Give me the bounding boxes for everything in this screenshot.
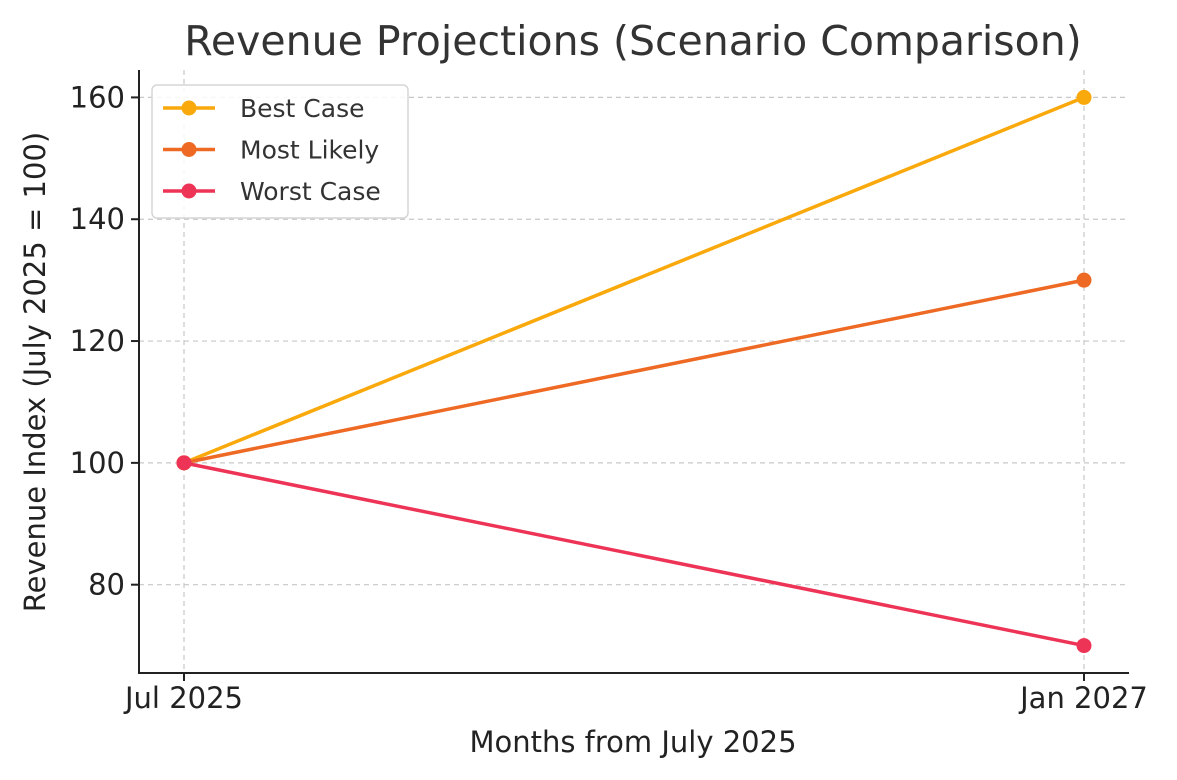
legend-swatch-marker xyxy=(181,142,197,157)
series-line-best-case xyxy=(182,95,1086,465)
axes xyxy=(138,70,1129,674)
legend: Best Case Most Likely Worst Case xyxy=(151,84,409,219)
legend-label: Best Case xyxy=(240,94,365,123)
y-tick-label: 120 xyxy=(70,324,125,358)
legend-swatch-marker xyxy=(181,183,197,199)
x-tick-label: Jul 2025 xyxy=(123,681,243,715)
y-tick-label: 160 xyxy=(70,80,125,114)
data-point-most-likely xyxy=(1076,272,1092,288)
series-most-likely xyxy=(176,272,1092,471)
legend-label: Worst Case xyxy=(240,177,381,206)
y-axis-label: Revenue Index (July 2025 = 100) xyxy=(18,132,52,612)
x-tick-label: Jan 2027 xyxy=(1018,681,1148,715)
legend-item-most-likely: Most Likely xyxy=(163,136,379,165)
x-axis-label: Months from July 2025 xyxy=(469,725,796,759)
chart-title: Revenue Projections (Scenario Comparison… xyxy=(184,17,1081,65)
series-layer xyxy=(176,89,1092,654)
legend-box xyxy=(151,84,409,219)
legend-swatch-marker xyxy=(181,100,197,116)
legend-label: Most Likely xyxy=(240,136,379,165)
ticks: 80 100 120 140 160 Jul 2025 Jan 2027 xyxy=(70,80,1148,715)
y-tick-label: 100 xyxy=(70,446,125,480)
data-point-best-case xyxy=(1076,89,1092,105)
series-line-most-likely xyxy=(182,278,1086,465)
series-line-worst-case xyxy=(182,461,1086,648)
legend-item-best-case: Best Case xyxy=(163,94,365,123)
grid xyxy=(139,70,1129,673)
series-worst-case xyxy=(176,455,1092,654)
y-tick-label: 140 xyxy=(70,202,125,236)
y-tick-label: 80 xyxy=(88,568,125,602)
data-point-worst-case xyxy=(176,455,192,471)
legend-item-worst-case: Worst Case xyxy=(163,177,381,206)
data-point-worst-case xyxy=(1076,638,1092,654)
